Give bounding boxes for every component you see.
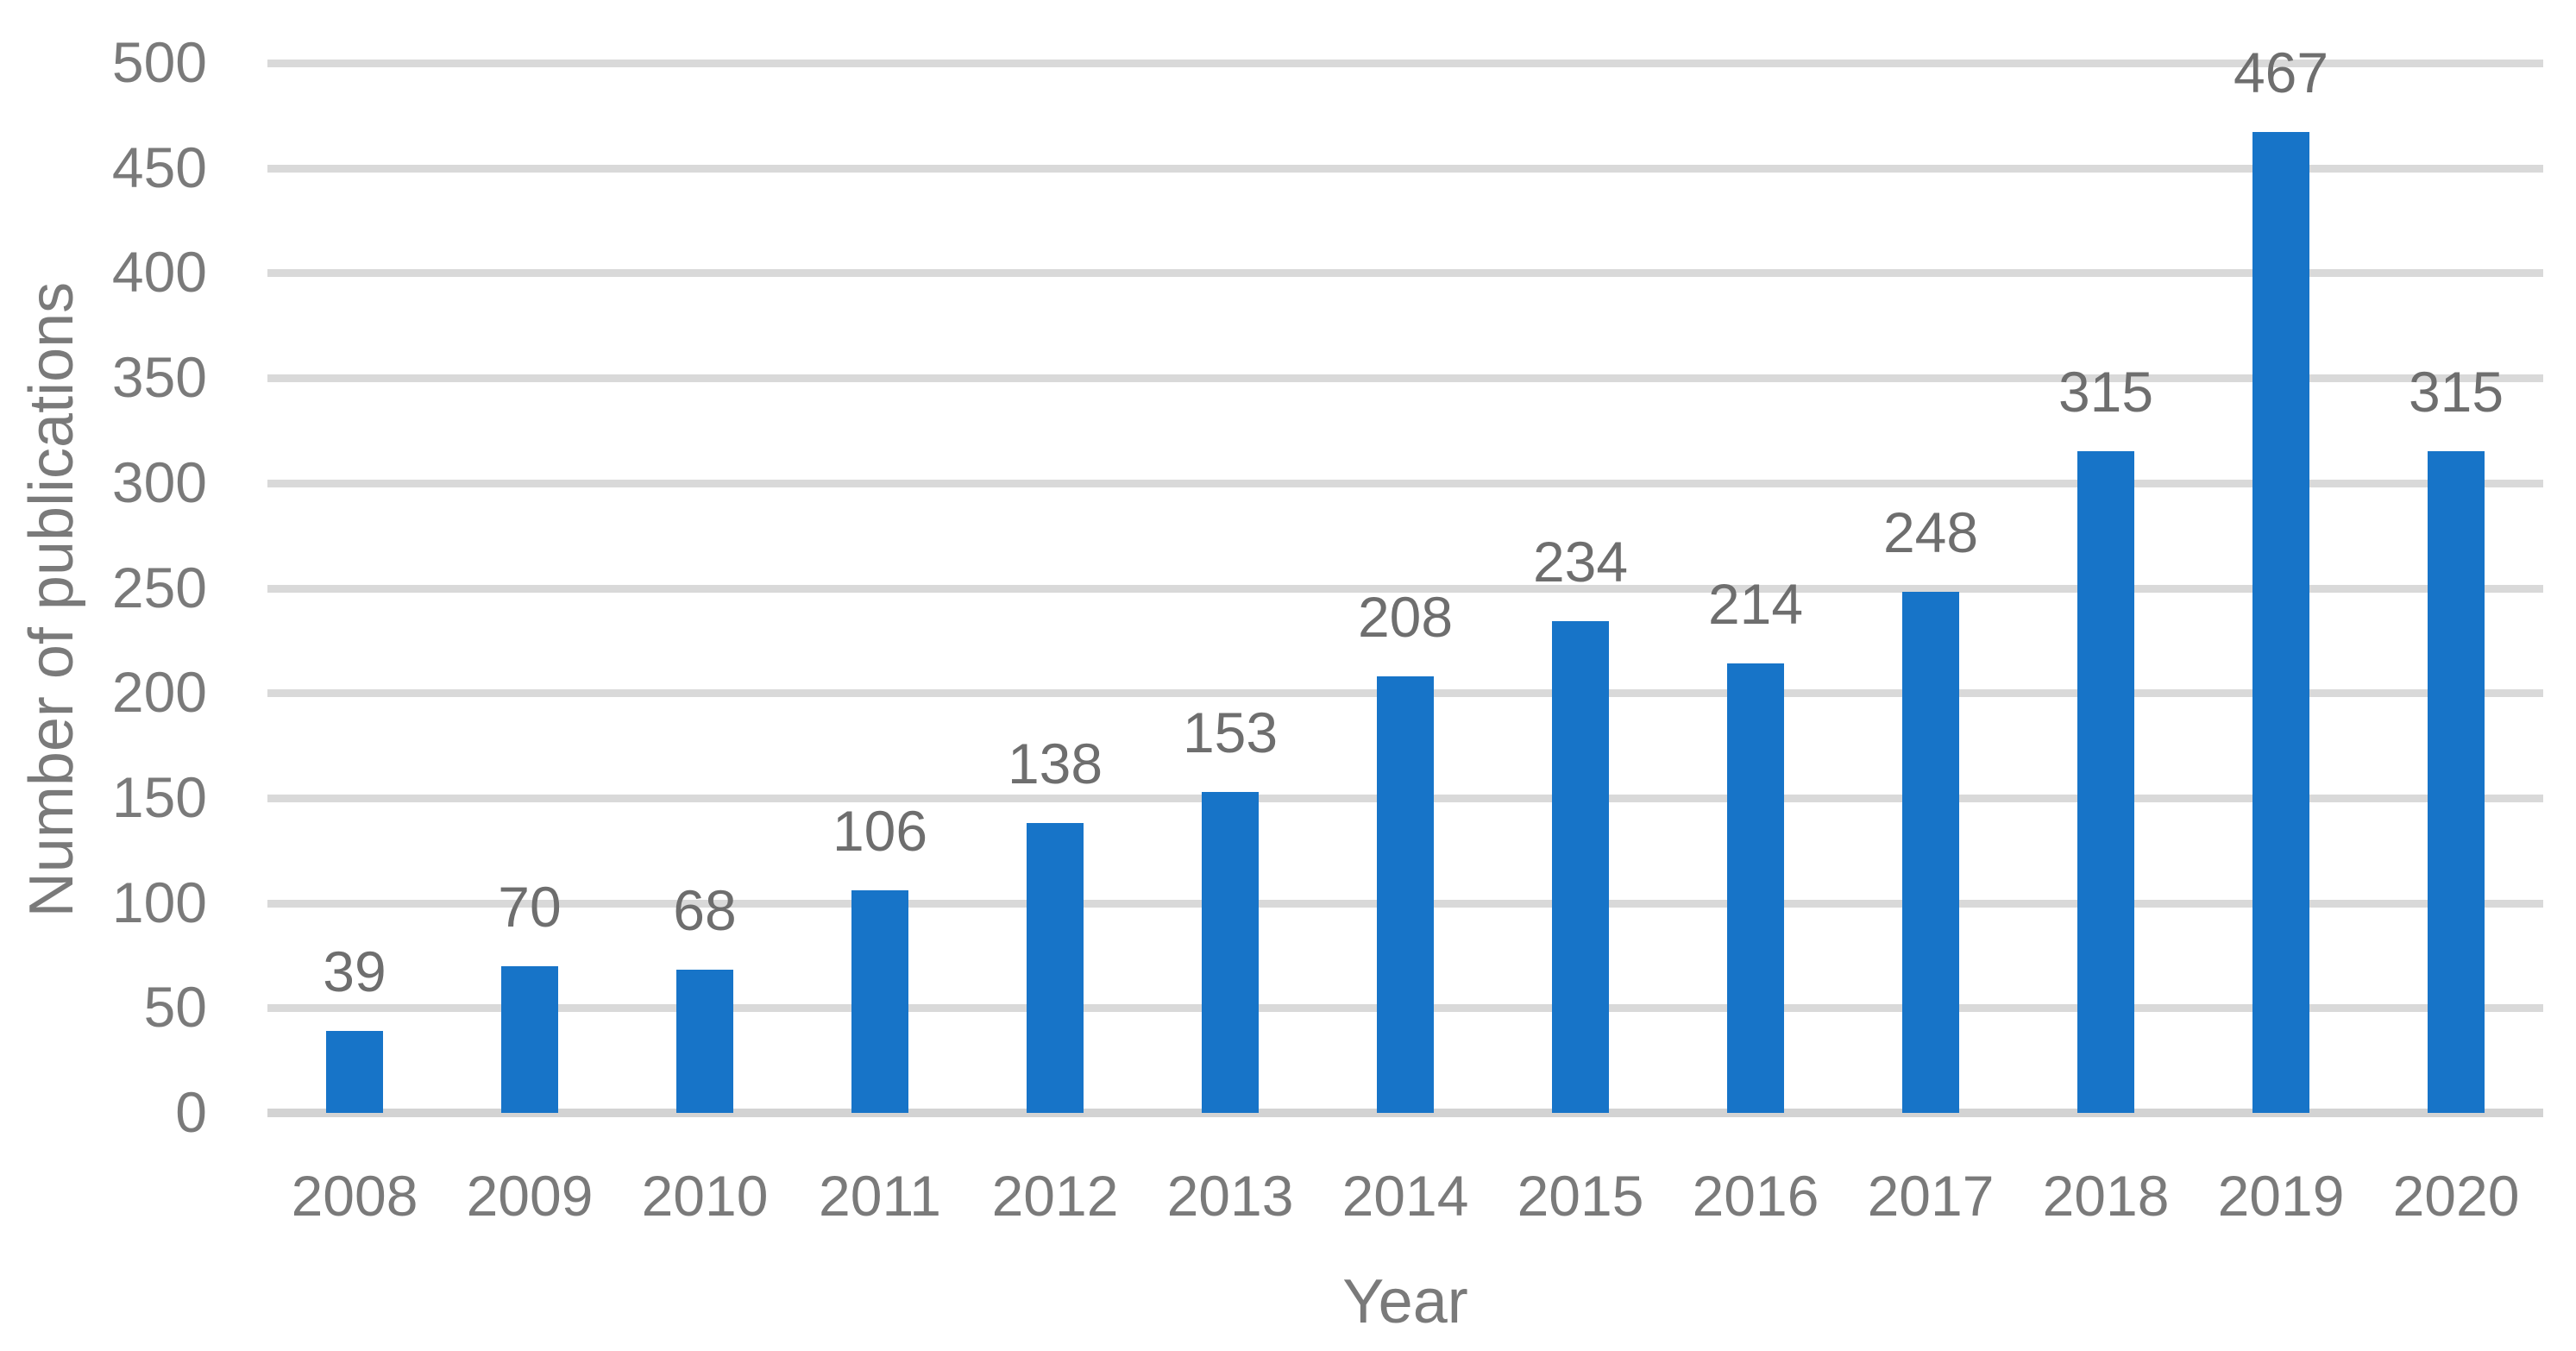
bar-2008 — [326, 1031, 383, 1113]
data-label-2017: 248 — [1882, 500, 1979, 564]
bar-2017 — [1902, 592, 1959, 1113]
bar-2011 — [851, 890, 908, 1113]
bar-2010 — [676, 970, 733, 1113]
x-tick-label-2012: 2012 — [991, 1164, 1119, 1228]
bar-2009 — [501, 966, 558, 1113]
data-label-2020: 315 — [2408, 360, 2504, 424]
gridline — [267, 164, 2543, 173]
y-tick-label: 250 — [111, 555, 207, 619]
data-label-2019: 467 — [2233, 41, 2329, 104]
x-tick-label-2017: 2017 — [1867, 1164, 1995, 1228]
bar-2019 — [2252, 132, 2309, 1113]
y-tick-label: 350 — [111, 345, 207, 410]
x-tick-label-2009: 2009 — [466, 1164, 594, 1228]
bar-2015 — [1552, 621, 1609, 1113]
x-tick-label-2010: 2010 — [641, 1164, 769, 1228]
x-tick-label-2013: 2013 — [1166, 1164, 1294, 1228]
bar-2012 — [1027, 823, 1084, 1113]
y-tick-label: 400 — [111, 240, 207, 305]
bar-2020 — [2428, 451, 2485, 1113]
gridline — [267, 479, 2543, 487]
x-axis-title: Year — [1342, 1267, 1468, 1336]
data-label-2014: 208 — [1357, 585, 1454, 649]
x-tick-label-2020: 2020 — [2392, 1164, 2520, 1228]
data-label-2016: 214 — [1707, 572, 1804, 636]
x-tick-label-2019: 2019 — [2217, 1164, 2345, 1228]
bar-2018 — [2077, 451, 2134, 1113]
y-tick-label: 50 — [143, 975, 207, 1040]
data-label-2012: 138 — [1007, 732, 1103, 795]
data-label-2018: 315 — [2058, 360, 2154, 424]
data-label-2011: 106 — [832, 799, 928, 863]
x-axis-line — [267, 1109, 2543, 1117]
y-tick-label: 200 — [111, 660, 207, 725]
x-tick-label-2015: 2015 — [1517, 1164, 1644, 1228]
data-label-2013: 153 — [1182, 701, 1279, 764]
gridline — [267, 584, 2543, 593]
y-tick-label: 150 — [111, 764, 207, 829]
bar-2014 — [1377, 676, 1434, 1113]
y-tick-label: 500 — [111, 30, 207, 94]
bar-2016 — [1727, 663, 1784, 1113]
data-label-2015: 234 — [1532, 530, 1629, 594]
y-tick-label: 100 — [111, 870, 207, 934]
gridline — [267, 374, 2543, 383]
x-tick-label-2014: 2014 — [1341, 1164, 1469, 1228]
data-label-2009: 70 — [498, 875, 562, 939]
y-tick-label: 300 — [111, 449, 207, 514]
bar-2013 — [1202, 792, 1259, 1113]
x-tick-label-2008: 2008 — [291, 1164, 418, 1228]
data-label-2010: 68 — [673, 878, 737, 942]
gridline — [267, 60, 2543, 67]
x-tick-label-2018: 2018 — [2042, 1164, 2170, 1228]
data-label-2008: 39 — [323, 939, 386, 1003]
gridline — [267, 269, 2543, 278]
x-tick-label-2011: 2011 — [819, 1164, 941, 1228]
y-tick-label: 450 — [111, 135, 207, 199]
y-tick-label: 0 — [175, 1080, 207, 1144]
x-tick-label-2016: 2016 — [1692, 1164, 1819, 1228]
